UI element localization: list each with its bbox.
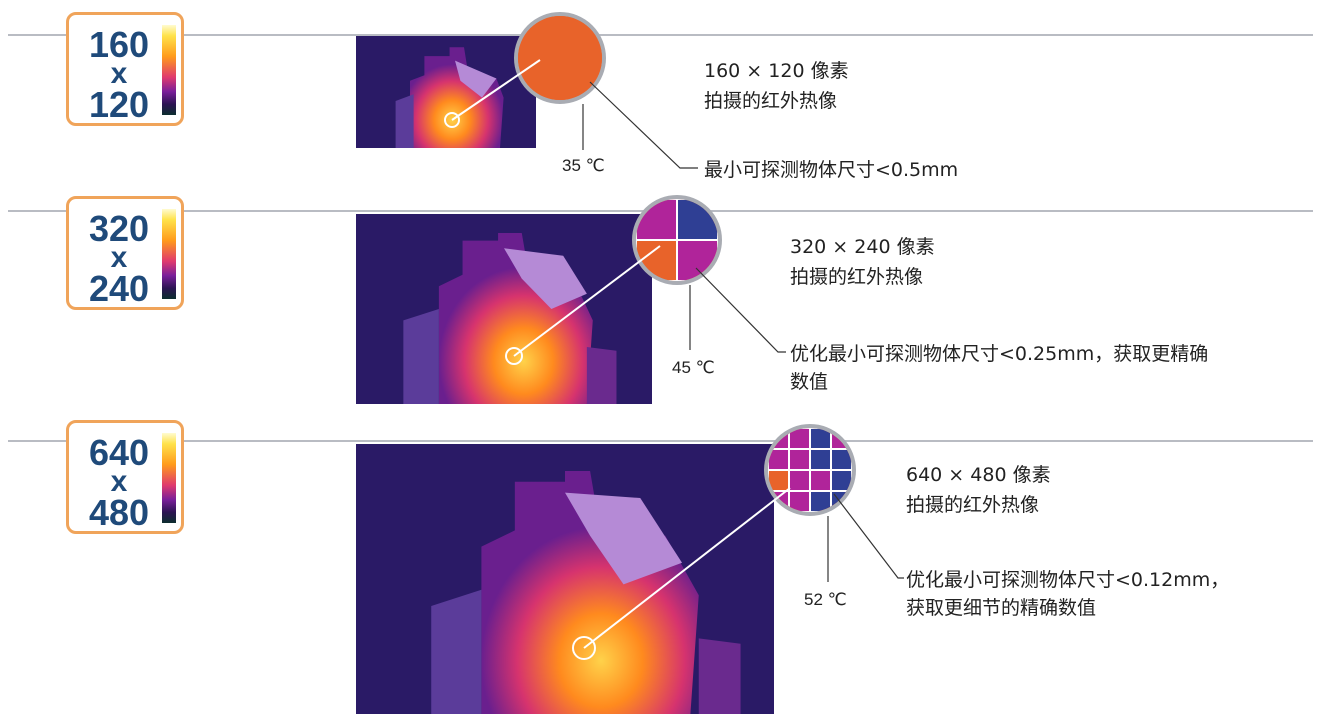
zoom-pixel	[831, 470, 852, 491]
zoom-pixel	[789, 491, 810, 512]
thermal-pcb-graphic	[356, 214, 652, 404]
resolution-height: 480	[88, 492, 150, 533]
zoom-pixel	[677, 240, 718, 281]
thermal-pcb-graphic	[356, 36, 536, 148]
zoom-pixel	[789, 428, 810, 449]
resolution-badge-3: 640 x 480	[66, 420, 184, 534]
resolution-times: x	[110, 465, 128, 498]
temperature-label-3: 52 ℃	[804, 590, 847, 609]
divider-line-3	[8, 440, 1313, 442]
zoom-pixel	[810, 428, 831, 449]
detection-note-1: 最小可探测物体尺寸<0.5mm	[704, 156, 958, 184]
zoom-circle-2	[632, 195, 722, 285]
thermal-image-1	[356, 36, 536, 148]
resolution-times: x	[110, 57, 128, 90]
resolution-height: 240	[88, 268, 150, 309]
zoom-pixel	[789, 449, 810, 470]
divider-line-1	[8, 34, 1313, 36]
zoom-circle-1	[514, 12, 606, 104]
color-scale-bar	[162, 209, 176, 299]
zoom-pixel	[810, 470, 831, 491]
detection-note-3: 优化最小可探测物体尺寸<0.12mm， 获取更细节的精确数值	[906, 566, 1229, 622]
zoom-pixel	[636, 240, 677, 281]
zoom-pixel-grid	[636, 199, 718, 281]
pixel-count-text: 640 × 480 像素	[906, 464, 1051, 486]
zoom-pixel	[677, 199, 718, 240]
resolution-width: 320	[88, 208, 150, 249]
note-leader	[589, 81, 698, 169]
image-caption: 拍摄的红外热像	[906, 494, 1040, 516]
resolution-description-2: 320 × 240 像素 拍摄的红外热像	[790, 232, 935, 292]
pixel-count-text: 320 × 240 像素	[790, 236, 935, 258]
detection-note-line2: 数值	[790, 371, 829, 393]
zoom-pixel	[636, 199, 677, 240]
resolution-times: x	[110, 241, 128, 274]
zoom-pixel	[518, 16, 602, 100]
detection-note-line1: 最小可探测物体尺寸<0.5mm	[704, 159, 959, 181]
zoom-pixel-grid	[518, 16, 602, 100]
thermal-pcb-graphic	[356, 444, 774, 714]
zoom-pixel	[831, 428, 852, 449]
resolution-width: 640	[88, 432, 150, 473]
zoom-pixel	[768, 470, 789, 491]
image-caption: 拍摄的红外热像	[704, 90, 838, 112]
zoom-pixel	[831, 491, 852, 512]
resolution-width: 160	[88, 24, 150, 65]
resolution-description-1: 160 × 120 像素 拍摄的红外热像	[704, 56, 849, 116]
resolution-height: 120	[88, 84, 150, 125]
zoom-pixel	[810, 491, 831, 512]
zoom-pixel	[831, 449, 852, 470]
color-scale-bar	[162, 433, 176, 523]
detection-note-2: 优化最小可探测物体尺寸<0.25mm，获取更精确 数值	[790, 340, 1208, 396]
resolution-badge-1: 160 x 120	[66, 12, 184, 126]
thermal-image-2	[356, 214, 652, 404]
zoom-pixel	[810, 449, 831, 470]
zoom-circle-3	[764, 424, 856, 516]
resolution-badge-2: 320 x 240	[66, 196, 184, 310]
detection-note-line2: 获取更细节的精确数值	[906, 597, 1097, 619]
zoom-pixel	[768, 449, 789, 470]
zoom-pixel	[768, 491, 789, 512]
color-scale-bar	[162, 25, 176, 115]
temperature-label-2: 45 ℃	[672, 358, 715, 377]
zoom-pixel	[789, 470, 810, 491]
zoom-pixel	[768, 428, 789, 449]
zoom-pixel-grid	[768, 428, 852, 512]
detection-note-line1: 优化最小可探测物体尺寸<0.12mm，	[906, 569, 1230, 591]
pixel-count-text: 160 × 120 像素	[704, 60, 849, 82]
resolution-description-3: 640 × 480 像素 拍摄的红外热像	[906, 460, 1051, 520]
temperature-label-1: 35 ℃	[562, 156, 605, 175]
thermal-image-3	[356, 444, 774, 714]
image-caption: 拍摄的红外热像	[790, 266, 924, 288]
detection-note-line1: 优化最小可探测物体尺寸<0.25mm，获取更精确	[790, 343, 1209, 365]
